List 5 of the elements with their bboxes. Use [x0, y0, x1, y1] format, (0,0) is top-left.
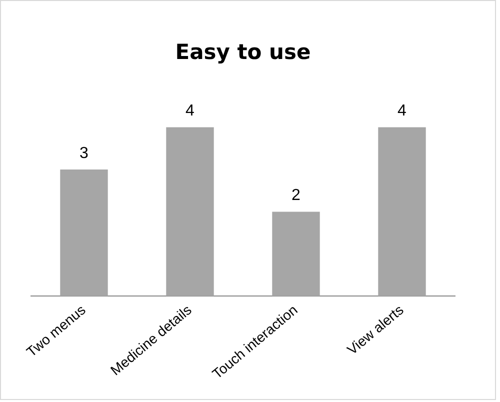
- data-label: 4: [398, 102, 407, 120]
- chart-title: Easy to use: [175, 40, 311, 64]
- data-label: 3: [80, 144, 89, 162]
- data-label: 2: [292, 187, 301, 204]
- data-label: 4: [186, 102, 195, 120]
